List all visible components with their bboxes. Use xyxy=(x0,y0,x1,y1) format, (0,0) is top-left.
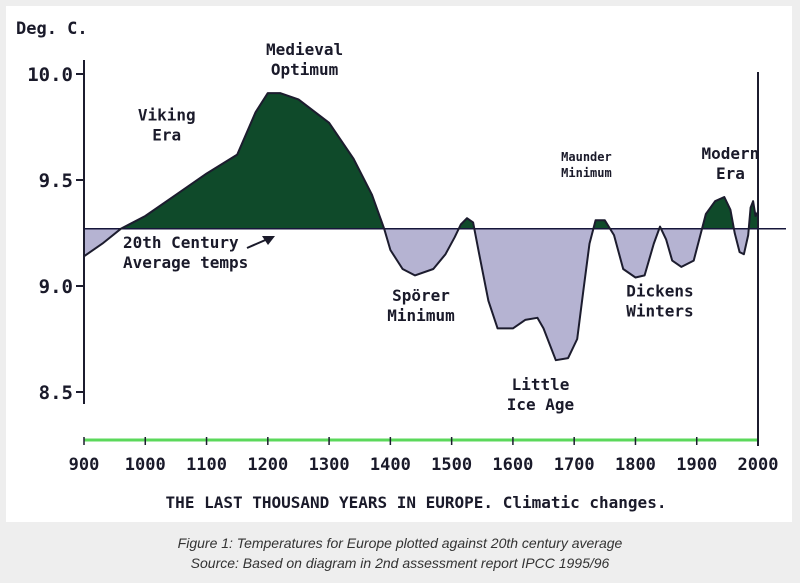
chart-title: THE LAST THOUSAND YEARS IN EUROPE. Clima… xyxy=(166,493,667,512)
x-tick-label: 1500 xyxy=(431,455,472,475)
x-tick-label: 1900 xyxy=(676,455,717,475)
lines xyxy=(83,92,786,362)
annotation-label: Minimum xyxy=(387,306,455,325)
cold-period-area xyxy=(84,228,758,361)
baseline-label: 20th Century xyxy=(123,233,239,252)
annotation-label: Dickens xyxy=(626,282,693,301)
x-tick-label: 1700 xyxy=(554,455,595,475)
temperature-chart: 10.0 9.5 9.0 8.5 900 1000 1100 1200 1300 1400 1500… xyxy=(16,19,786,512)
axes xyxy=(76,60,759,446)
y-tick-label: 9.5 xyxy=(39,170,73,192)
y-axis-label: Deg. C. xyxy=(16,19,88,39)
annotation-label: Ice Age xyxy=(507,395,574,414)
warm-period-area xyxy=(120,93,758,229)
x-tick-label: 1000 xyxy=(125,455,166,475)
x-tick-label: 1200 xyxy=(247,455,288,475)
x-tick-label: 2000 xyxy=(738,455,779,475)
annotation-label: Era xyxy=(716,164,745,183)
figure-caption: Figure 1: Temperatures for Europe plotte… xyxy=(177,535,623,551)
annotation-label: Winters xyxy=(626,302,693,321)
temperature-line xyxy=(83,92,759,362)
x-tick-label: 1400 xyxy=(370,455,411,475)
x-tick-label: 900 xyxy=(69,455,100,475)
x-tick-label: 1300 xyxy=(309,455,350,475)
annotation-label: Spörer xyxy=(392,286,450,305)
area-fills xyxy=(84,93,758,361)
x-tick-label: 1100 xyxy=(186,455,227,475)
annotation-label: Optimum xyxy=(271,60,339,79)
y-tick-label: 10.0 xyxy=(27,64,73,86)
y-tick-label: 9.0 xyxy=(39,276,73,298)
baseline-label: Average temps xyxy=(123,253,248,272)
annotation-label: Minimum xyxy=(561,166,612,180)
baseline-arrow-head xyxy=(262,236,275,245)
annotation-label: Modern xyxy=(702,144,760,163)
annotation-label: Medieval xyxy=(266,40,343,59)
chart-texts: 10.0 9.5 9.0 8.5 900 1000 1100 1200 1300 1400 1500… xyxy=(16,19,778,512)
annotation-label: Little xyxy=(512,375,570,394)
y-tick-label: 8.5 xyxy=(39,382,73,404)
annotation-label: Viking xyxy=(138,106,196,125)
annotation-label: Maunder xyxy=(561,150,612,164)
figure-source: Source: Based on diagram in 2nd assessme… xyxy=(190,555,610,571)
annotation-label: Era xyxy=(152,126,181,145)
x-tick-label: 1600 xyxy=(492,455,533,475)
x-tick-label: 1800 xyxy=(615,455,656,475)
